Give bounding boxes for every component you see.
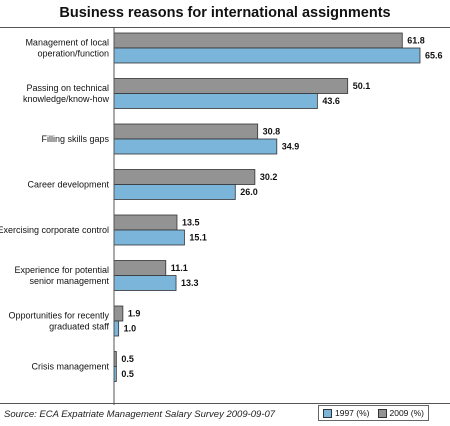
- legend-swatch-2009: [377, 408, 387, 418]
- bar-2009: [113, 214, 178, 231]
- chart-frame: Management of local operation/function 61.…: [0, 27, 450, 421]
- value-label: 0.5: [121, 354, 134, 364]
- category-label: Filling skills gaps: [41, 134, 109, 144]
- category-label: Management of local operation/function: [25, 38, 109, 59]
- value-label: 26.0: [240, 187, 258, 197]
- value-label: 13.3: [181, 278, 199, 288]
- bar-1997: [113, 47, 421, 64]
- legend-label-1997: 1997 (%): [335, 408, 370, 418]
- chart-title: Business reasons for international assig…: [59, 5, 391, 21]
- source-note: Source: ECA Expatriate Management Salary…: [4, 409, 276, 420]
- value-label: 30.2: [260, 172, 278, 182]
- bar-1997: [113, 184, 236, 200]
- bar-1997: [113, 138, 278, 155]
- bar-2009: [113, 123, 259, 140]
- bar-2009: [113, 169, 256, 185]
- value-label: 13.5: [182, 218, 200, 228]
- bar-1997: [113, 229, 185, 246]
- value-label: 34.9: [282, 142, 300, 152]
- legend-label-2009: 2009 (%): [389, 408, 425, 418]
- bar-2009: [113, 78, 349, 94]
- value-label: 61.8: [407, 36, 425, 46]
- bar-2009: [113, 32, 403, 49]
- category-label: Exercising corporate control: [0, 225, 109, 235]
- bar-1997: [113, 275, 177, 291]
- category-label: Career development: [27, 180, 109, 190]
- legend-item-2009: 2009 (%): [377, 408, 425, 418]
- value-label: 0.5: [121, 369, 134, 379]
- value-label: 15.1: [189, 233, 207, 243]
- category-label: Passing on technical knowledge/know-how: [23, 83, 110, 104]
- bar-1997: [113, 320, 120, 337]
- value-label: 43.6: [322, 96, 340, 106]
- value-label: 1.0: [124, 324, 137, 334]
- category-label: Experience for potential senior managemen…: [14, 265, 109, 286]
- bar-2009: [113, 260, 167, 276]
- legend-swatch-1997: [323, 408, 332, 418]
- chart-legend: 1997 (%) 2009 (%): [318, 405, 429, 421]
- value-label: 50.1: [353, 81, 371, 91]
- category-label: Opportunities for recently graduated staf…: [8, 311, 109, 332]
- value-label: 30.8: [263, 127, 281, 137]
- value-label: 65.6: [425, 51, 443, 61]
- bar-1997: [113, 93, 318, 109]
- category-label: Crisis management: [31, 362, 109, 372]
- legend-item-1997: 1997 (%): [323, 408, 370, 418]
- value-label: 11.1: [171, 263, 188, 273]
- bar-chart-plot: Management of local operation/function 61.…: [0, 28, 443, 405]
- bar-2009: [113, 305, 124, 322]
- value-label: 1.9: [128, 309, 141, 319]
